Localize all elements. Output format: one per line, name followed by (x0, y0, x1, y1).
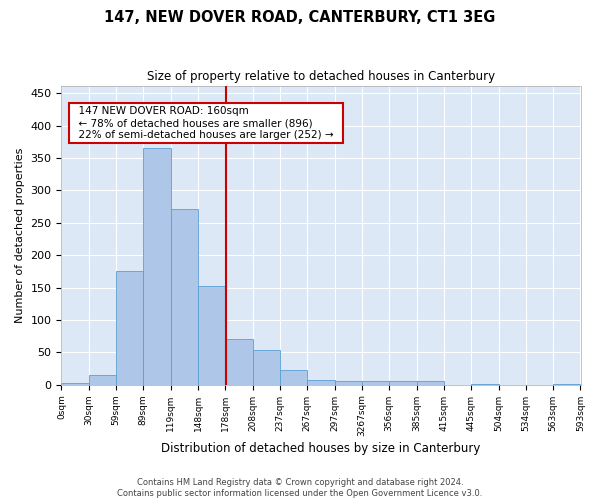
Y-axis label: Number of detached properties: Number of detached properties (15, 148, 25, 323)
Bar (226, 340, 253, 384)
Bar (362, 382, 389, 384)
Text: 147, NEW DOVER ROAD, CANTERBURY, CT1 3EG: 147, NEW DOVER ROAD, CANTERBURY, CT1 3EG (104, 10, 496, 25)
Bar (116, 272, 143, 384)
Bar (416, 381, 444, 384)
Bar (143, 148, 170, 384)
Bar (170, 208, 198, 384)
Title: Size of property relative to detached houses in Canterbury: Size of property relative to detached ho… (147, 70, 495, 83)
Text: 147 NEW DOVER ROAD: 160sqm  
  ← 78% of detached houses are smaller (896)  
  22: 147 NEW DOVER ROAD: 160sqm ← 78% of deta… (72, 106, 340, 140)
Text: Contains HM Land Registry data © Crown copyright and database right 2024.
Contai: Contains HM Land Registry data © Crown c… (118, 478, 482, 498)
Bar (389, 382, 416, 384)
Bar (335, 382, 362, 384)
Bar (253, 350, 280, 384)
Bar (89, 375, 116, 384)
Bar (198, 286, 226, 384)
Bar (307, 380, 335, 384)
Bar (280, 370, 307, 384)
X-axis label: Distribution of detached houses by size in Canterbury: Distribution of detached houses by size … (161, 442, 481, 455)
